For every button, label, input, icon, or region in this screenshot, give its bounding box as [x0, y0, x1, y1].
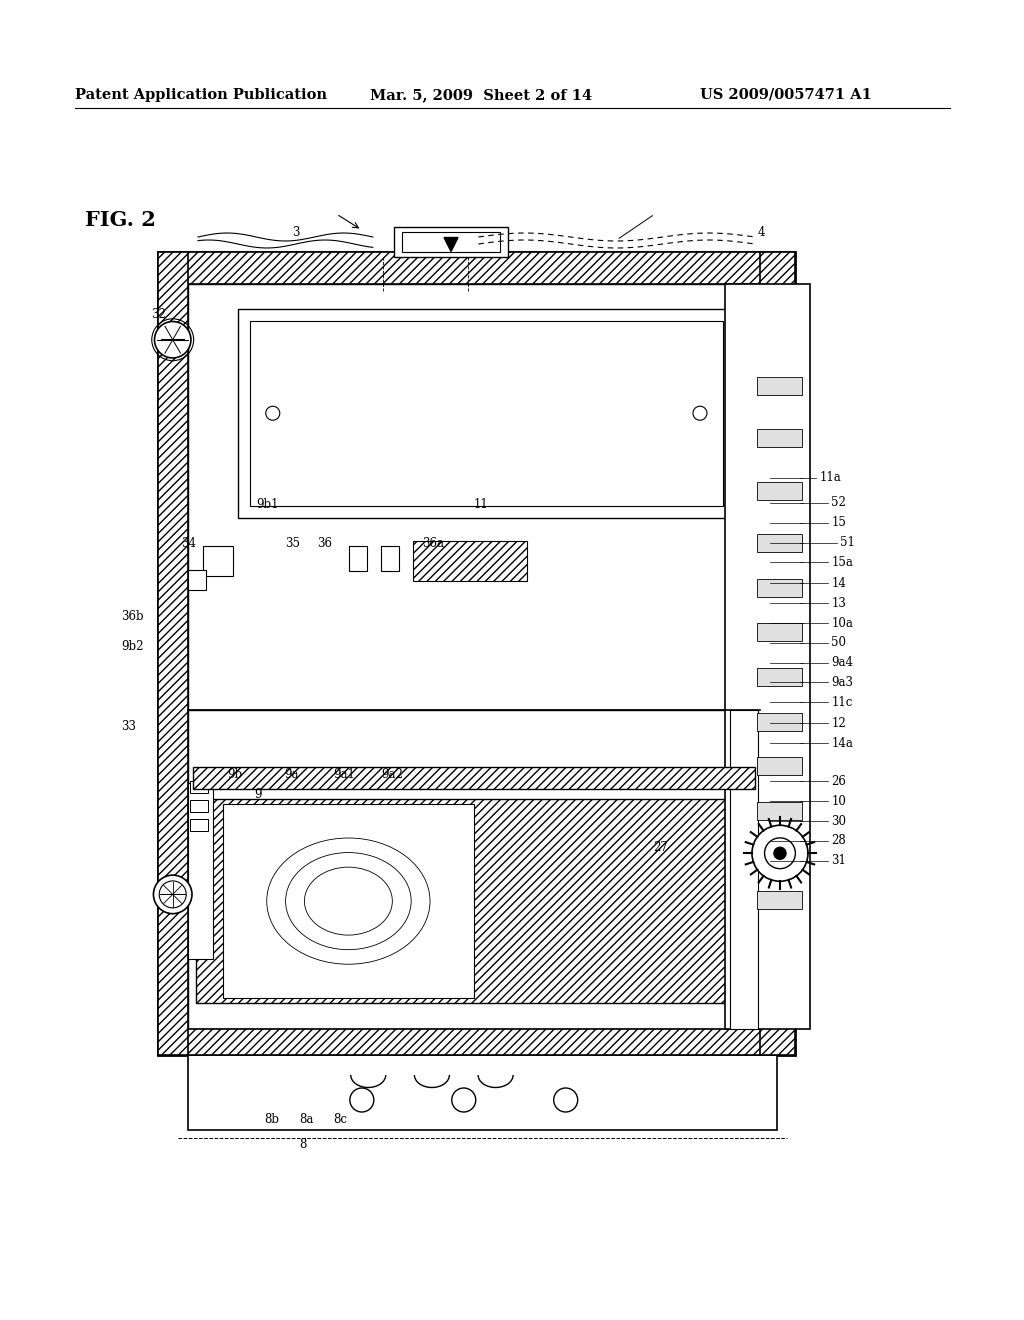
Bar — [158, 252, 187, 1055]
Bar — [757, 623, 802, 642]
Bar — [187, 710, 760, 1028]
Bar — [158, 1028, 795, 1055]
Text: 9b1: 9b1 — [256, 498, 279, 511]
Text: Mar. 5, 2009  Sheet 2 of 14: Mar. 5, 2009 Sheet 2 of 14 — [370, 88, 592, 102]
Text: 11a: 11a — [819, 471, 841, 484]
Bar — [725, 284, 810, 1028]
Text: 8b: 8b — [264, 1113, 280, 1126]
Text: US 2009/0057471 A1: US 2009/0057471 A1 — [700, 88, 871, 102]
Circle shape — [154, 875, 191, 913]
Bar — [187, 284, 760, 710]
Text: 26: 26 — [831, 775, 847, 788]
Circle shape — [554, 1088, 578, 1111]
Circle shape — [774, 847, 786, 859]
Circle shape — [693, 407, 707, 420]
Bar — [187, 783, 213, 958]
Text: FIG. 2: FIG. 2 — [85, 210, 156, 230]
Text: 11: 11 — [474, 498, 488, 511]
Text: 31: 31 — [831, 854, 847, 867]
Text: 15a: 15a — [831, 556, 853, 569]
Text: 50: 50 — [831, 636, 847, 649]
Text: 15: 15 — [831, 516, 847, 529]
Bar — [193, 767, 755, 789]
Circle shape — [350, 1088, 374, 1111]
Text: 36: 36 — [317, 537, 333, 550]
Bar — [381, 545, 399, 570]
Bar — [757, 378, 802, 395]
Circle shape — [159, 880, 186, 908]
Text: 9a3: 9a3 — [831, 676, 853, 689]
Text: 34: 34 — [181, 537, 197, 550]
Text: 9a: 9a — [285, 768, 299, 781]
Text: 8: 8 — [299, 1138, 306, 1151]
Text: 33: 33 — [121, 719, 136, 733]
Text: 10a: 10a — [831, 616, 853, 630]
Text: 28: 28 — [831, 834, 846, 847]
Bar — [250, 321, 723, 506]
Circle shape — [155, 322, 190, 358]
Text: 36b: 36b — [121, 610, 143, 623]
Text: 52: 52 — [831, 496, 847, 510]
Bar — [238, 309, 735, 517]
Bar — [189, 800, 208, 812]
Bar — [158, 252, 795, 284]
Bar — [757, 668, 802, 686]
Bar — [413, 541, 527, 581]
Bar — [189, 780, 208, 792]
Text: 13: 13 — [831, 597, 847, 610]
Text: 8c: 8c — [333, 1113, 347, 1126]
Circle shape — [452, 1088, 476, 1111]
Circle shape — [752, 825, 808, 882]
Circle shape — [266, 407, 280, 420]
Bar — [401, 232, 501, 252]
Text: 9: 9 — [254, 788, 261, 801]
Text: 14: 14 — [831, 577, 847, 590]
Text: 14a: 14a — [831, 737, 853, 750]
Text: Patent Application Publication: Patent Application Publication — [75, 88, 327, 102]
Text: 11c: 11c — [831, 696, 853, 709]
Text: 51: 51 — [840, 536, 855, 549]
Text: 9b: 9b — [227, 768, 243, 781]
Text: 12: 12 — [831, 717, 846, 730]
Bar — [158, 252, 795, 1055]
Bar — [189, 818, 208, 830]
Text: 36a: 36a — [422, 537, 443, 550]
Bar — [757, 803, 802, 820]
Circle shape — [765, 838, 796, 869]
Bar — [757, 429, 802, 447]
Bar — [730, 710, 758, 1028]
Bar — [393, 227, 508, 257]
Bar — [760, 252, 795, 1055]
Text: 9a4: 9a4 — [831, 656, 853, 669]
Bar — [757, 847, 802, 865]
Text: 9a1: 9a1 — [333, 768, 354, 781]
Bar — [349, 545, 367, 570]
Bar — [757, 533, 802, 552]
Bar — [757, 713, 802, 731]
Text: 4: 4 — [758, 226, 765, 239]
Text: 9b2: 9b2 — [121, 640, 143, 653]
Bar — [757, 758, 802, 775]
Text: 30: 30 — [831, 814, 847, 828]
Polygon shape — [444, 238, 458, 252]
Text: 32: 32 — [152, 308, 167, 321]
Bar — [223, 804, 474, 998]
Text: 9a2: 9a2 — [381, 768, 402, 781]
Bar — [187, 1055, 777, 1130]
Text: 35: 35 — [285, 537, 300, 550]
Text: 10: 10 — [831, 795, 847, 808]
Bar — [757, 891, 802, 909]
Bar — [187, 570, 206, 590]
Bar — [203, 545, 232, 576]
Text: 8a: 8a — [299, 1113, 313, 1126]
Bar — [757, 482, 802, 500]
Bar — [196, 799, 752, 1003]
Bar — [757, 578, 802, 597]
Text: 3: 3 — [292, 226, 299, 239]
Text: 27: 27 — [653, 841, 669, 854]
